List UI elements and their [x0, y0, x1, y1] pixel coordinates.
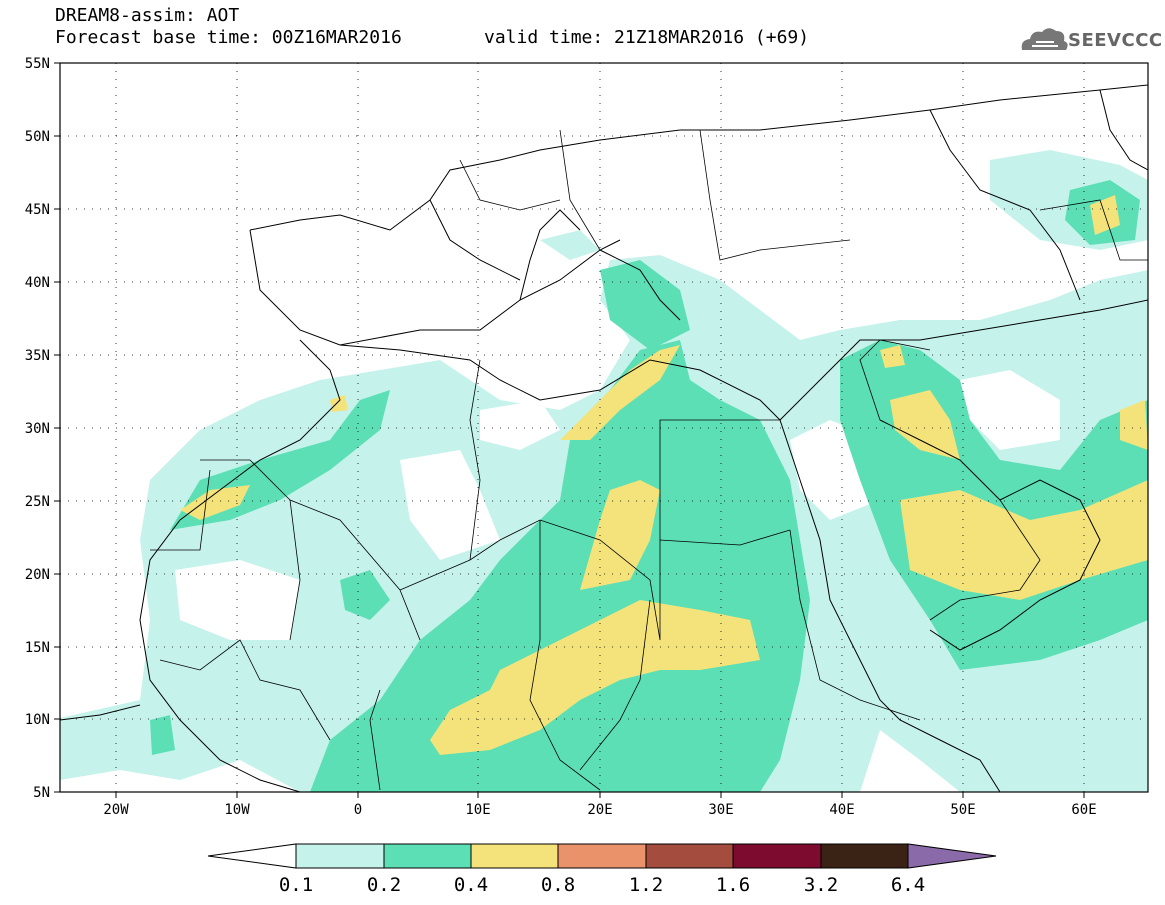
colorbar-label: 0.2 — [367, 874, 401, 896]
lat-labels: 55N 50N 45N 40N 35N 30N 25N 20N 15N 10N … — [25, 56, 50, 801]
colorbar-high-triangle — [907, 843, 997, 869]
lon-tick-label: 20W — [103, 802, 129, 818]
colorbar-swatch — [557, 843, 647, 869]
colorbar-swatch — [295, 843, 385, 869]
lat-tick-label: 45N — [25, 202, 50, 218]
lat-tick-label: 50N — [25, 129, 50, 145]
lon-tick-label: 10W — [224, 802, 250, 818]
map-title: DREAM8-assim: AOT — [55, 5, 240, 26]
lat-tick-label: 30N — [25, 421, 50, 437]
aot-contours — [60, 150, 1148, 792]
lat-tick-label: 5N — [33, 785, 50, 801]
lon-tick-label: 10E — [465, 802, 490, 818]
colorbar-label: 1.6 — [716, 874, 750, 896]
lat-tick-label: 10N — [25, 712, 50, 728]
lon-tick-label: 30E — [708, 802, 733, 818]
grid — [60, 63, 1148, 792]
coastlines — [60, 84, 1148, 792]
lat-tick-label: 25N — [25, 494, 50, 510]
colorbar-swatch — [470, 843, 559, 869]
lon-tick-label: 0 — [354, 802, 362, 818]
cloud-icon — [1021, 28, 1068, 50]
colorbar-label: 3.2 — [804, 874, 838, 896]
lon-tick-label: 50E — [950, 802, 975, 818]
colorbar-swatch — [820, 843, 909, 869]
lat-tick-label: 20N — [25, 567, 50, 583]
colorbar: 0.1 0.2 0.4 0.8 1.2 1.6 3.2 6.4 — [207, 843, 997, 896]
colorbar-label: 0.1 — [279, 874, 313, 896]
colorbar-label: 0.8 — [541, 874, 575, 896]
colorbar-label: 1.2 — [629, 874, 663, 896]
lon-tick-label: 60E — [1071, 802, 1096, 818]
country-borders — [150, 129, 1148, 791]
lon-tick-label: 20E — [587, 802, 612, 818]
colorbar-low-triangle — [207, 843, 297, 869]
lat-tick-label: 15N — [25, 640, 50, 656]
lon-labels: 20W 10W 0 10E 20E 30E 40E 50E 60E — [103, 802, 1096, 818]
valid-time: valid time: 21Z18MAR2016 (+69) — [484, 27, 810, 48]
forecast-base-time: Forecast base time: 00Z16MAR2016 — [55, 27, 402, 48]
logo-text: SEEVCCC — [1068, 30, 1163, 51]
lat-tick-label: 55N — [25, 56, 50, 72]
colorbar-swatch — [383, 843, 472, 869]
colorbar-swatch — [645, 843, 734, 869]
colorbar-swatch — [732, 843, 822, 869]
lat-tick-label: 40N — [25, 275, 50, 291]
tick-marks — [54, 62, 1085, 798]
lat-tick-label: 35N — [25, 348, 50, 364]
colorbar-label: 6.4 — [891, 874, 925, 896]
colorbar-label: 0.4 — [454, 874, 488, 896]
lon-tick-label: 40E — [829, 802, 854, 818]
